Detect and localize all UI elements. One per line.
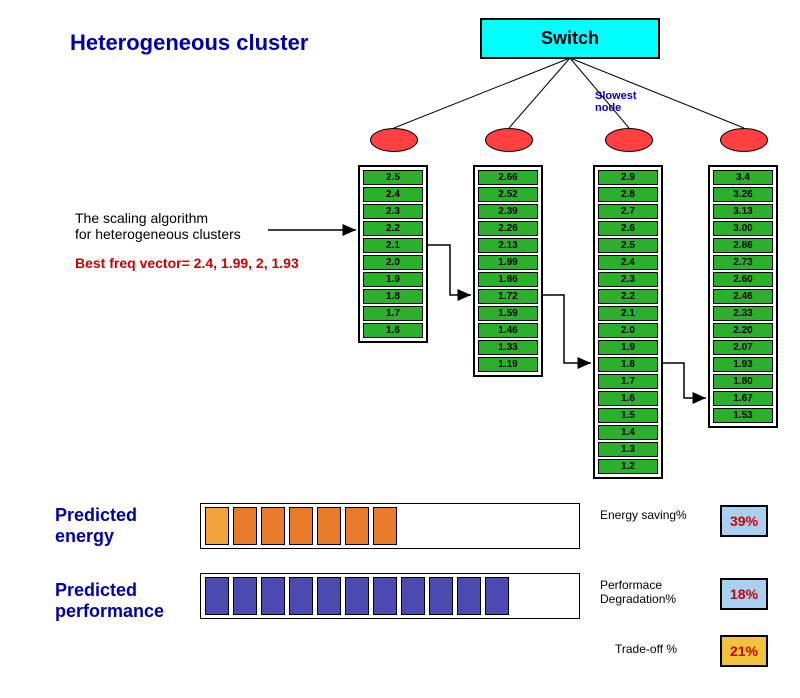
freq-cell: 2.46 (713, 289, 773, 304)
freq-cell: 2.1 (598, 306, 658, 321)
freq-cell: 2.39 (478, 204, 538, 219)
freq-cell: 2.1 (363, 238, 423, 253)
freq-cell: 1.9 (363, 272, 423, 287)
freq-cell: 1.33 (478, 340, 538, 355)
freq-cell: 2.60 (713, 272, 773, 287)
freq-cell: 2.07 (713, 340, 773, 355)
freq-cell: 3.00 (713, 221, 773, 236)
bar-segment (289, 577, 313, 615)
freq-cell: 2.3 (598, 272, 658, 287)
bar-segment (317, 507, 341, 545)
page-title: Heterogeneous cluster (70, 30, 308, 56)
switch-box: Switch (480, 18, 660, 59)
freq-cell: 3.26 (713, 187, 773, 202)
freq-cell: 1.72 (478, 289, 538, 304)
node-ellipse-2 (605, 128, 653, 152)
freq-cell: 1.19 (478, 357, 538, 372)
bar-segment (317, 577, 341, 615)
freq-column-2: 2.9 2.8 2.7 2.6 2.5 2.4 2.3 2.2 2.1 2.0 1.9 1.8 1.7 1… (593, 165, 663, 479)
freq-cell: 2.66 (478, 170, 538, 185)
freq-column-3: 3.4 3.26 3.13 3.00 2.86 2.73 2.60 2.46 2.33 2.20 2… (708, 165, 778, 428)
result-value-1: 18% (720, 578, 768, 610)
freq-cell: 1.6 (598, 391, 658, 406)
freq-cell: 1.6 (363, 323, 423, 338)
algorithm-text: The scaling algorithmfor heterogeneous c… (75, 210, 241, 242)
freq-cell: 3.4 (713, 170, 773, 185)
freq-cell: 1.99 (478, 255, 538, 270)
bar-segment (205, 577, 229, 615)
bar-segment (457, 577, 481, 615)
performance-bar (200, 573, 580, 619)
freq-cell: 1.2 (598, 459, 658, 474)
result-label-2: Trade-off % (615, 642, 725, 656)
node-ellipse-3 (720, 128, 768, 152)
freq-cell: 1.80 (713, 374, 773, 389)
freq-cell: 2.6 (598, 221, 658, 236)
freq-cell: 2.2 (363, 221, 423, 236)
bar-segment (233, 507, 257, 545)
slowest-node-label: Slowestnode (595, 90, 637, 114)
node-ellipse-0 (370, 128, 418, 152)
freq-cell: 1.59 (478, 306, 538, 321)
freq-cell: 2.5 (363, 170, 423, 185)
freq-cell: 2.73 (713, 255, 773, 270)
freq-cell: 2.5 (598, 238, 658, 253)
result-label-1: Performace Degradation% (600, 578, 710, 606)
freq-cell: 1.86 (478, 272, 538, 287)
freq-cell: 1.5 (598, 408, 658, 423)
bar-segment (401, 577, 425, 615)
bar-segment (373, 507, 397, 545)
freq-cell: 2.0 (598, 323, 658, 338)
bar-segment (289, 507, 313, 545)
freq-cell: 1.67 (713, 391, 773, 406)
bar-segment (261, 507, 285, 545)
freq-cell: 2.26 (478, 221, 538, 236)
freq-cell: 1.8 (598, 357, 658, 372)
energy-label: Predictedenergy (55, 505, 137, 547)
freq-cell: 2.86 (713, 238, 773, 253)
freq-cell: 1.8 (363, 289, 423, 304)
freq-cell: 2.2 (598, 289, 658, 304)
freq-column-1: 2.66 2.52 2.39 2.26 2.13 1.99 1.86 1.72 1.59 1.46… (473, 165, 543, 377)
freq-cell: 2.52 (478, 187, 538, 202)
freq-cell: 1.3 (598, 442, 658, 457)
energy-bar (200, 503, 580, 549)
bar-segment (345, 577, 369, 615)
freq-cell: 3.13 (713, 204, 773, 219)
freq-cell: 2.4 (363, 187, 423, 202)
freq-cell: 2.3 (363, 204, 423, 219)
freq-cell: 1.93 (713, 357, 773, 372)
freq-cell: 2.0 (363, 255, 423, 270)
freq-cell: 2.9 (598, 170, 658, 185)
freq-cell: 2.4 (598, 255, 658, 270)
bar-segment (429, 577, 453, 615)
result-value-2: 21% (720, 635, 768, 667)
bar-segment (261, 577, 285, 615)
freq-column-0: 2.5 2.4 2.3 2.2 2.1 2.0 1.9 1.8 1.7 1.6 (358, 165, 428, 343)
bar-segment (485, 577, 509, 615)
result-value-0: 39% (720, 505, 768, 537)
bar-segment (233, 577, 257, 615)
freq-cell: 2.13 (478, 238, 538, 253)
freq-cell: 1.53 (713, 408, 773, 423)
freq-cell: 1.9 (598, 340, 658, 355)
freq-cell: 1.4 (598, 425, 658, 440)
freq-cell: 1.7 (363, 306, 423, 321)
bar-segment (373, 577, 397, 615)
freq-cell: 2.7 (598, 204, 658, 219)
freq-cell: 2.33 (713, 306, 773, 321)
freq-cell: 2.8 (598, 187, 658, 202)
result-label-0: Energy saving% (600, 508, 710, 522)
bar-segment (205, 507, 229, 545)
best-freq-vector: Best freq vector= 2.4, 1.99, 2, 1.93 (75, 255, 299, 271)
performance-label: Predictedperformance (55, 580, 164, 622)
freq-cell: 1.46 (478, 323, 538, 338)
bar-segment (345, 507, 369, 545)
freq-cell: 1.7 (598, 374, 658, 389)
freq-cell: 2.20 (713, 323, 773, 338)
node-ellipse-1 (485, 128, 533, 152)
